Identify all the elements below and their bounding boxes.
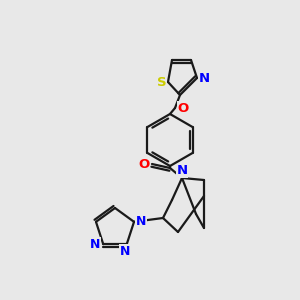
Text: N: N	[90, 238, 101, 251]
Text: N: N	[136, 215, 146, 228]
Text: O: O	[177, 101, 189, 115]
Text: N: N	[176, 164, 188, 178]
Text: N: N	[120, 245, 130, 258]
Text: S: S	[157, 76, 167, 88]
Text: O: O	[138, 158, 150, 170]
Text: N: N	[198, 71, 210, 85]
